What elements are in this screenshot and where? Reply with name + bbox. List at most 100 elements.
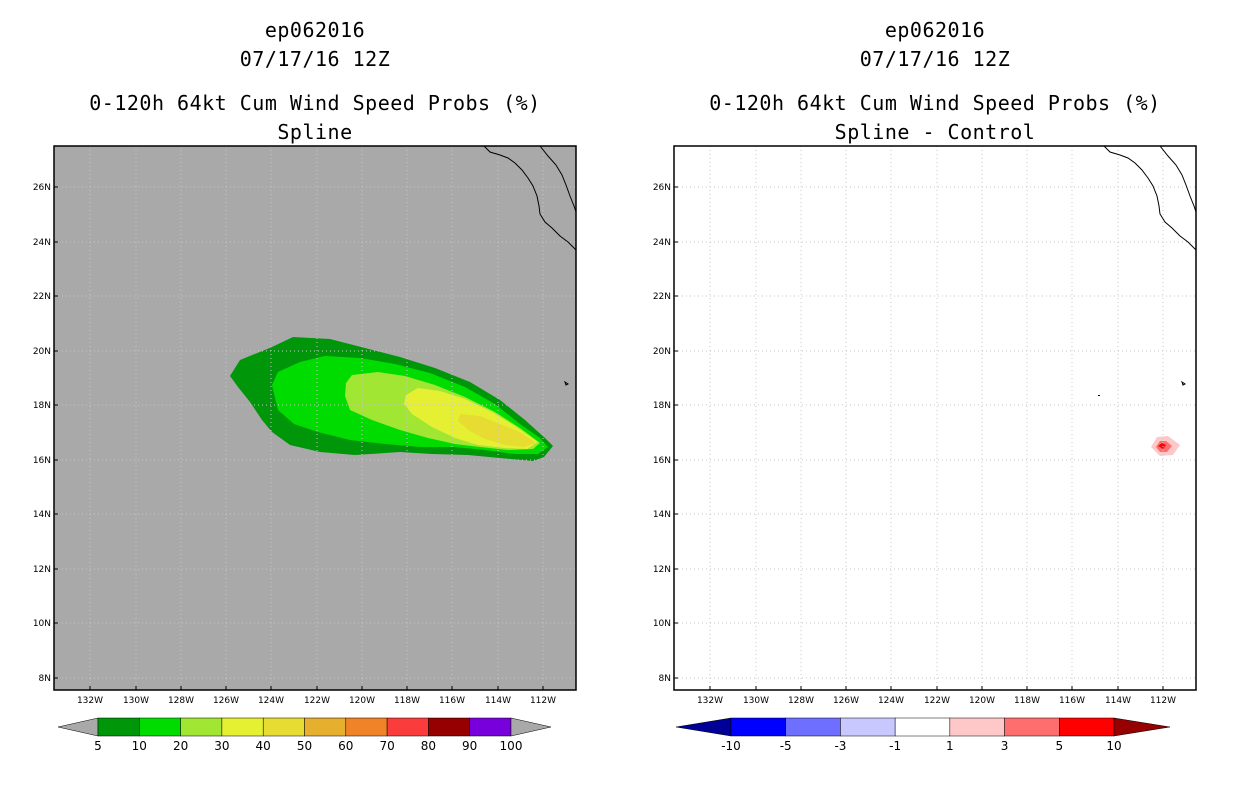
left-colorbar-swatch [386,717,429,737]
left-lat-axis: 26N 24N 22N 20N 18N 16N 14N 12N 10N 8N [33,183,51,684]
left-colorbar-swatch [221,717,264,737]
left-colorbar-labels: 5 10 20 30 40 50 60 70 80 90 100 [94,739,522,753]
right-map-background [674,146,1196,690]
left-coastline-mainland [539,146,576,213]
left-lon-axis: 132W 130W 128W 126W 124W 122W 120W 118W 116W 114W… [77,696,556,706]
right-coastline-mainland [1159,146,1196,213]
right-subtitle: Spline - Control [834,120,1036,144]
right-lon-label: 126W [833,696,859,706]
left-lon-label: 120W [349,696,375,706]
left-lon-label: 130W [123,696,149,706]
right-colorbar-swatch [840,717,896,737]
right-lon-label: 128W [788,696,814,706]
left-lat-label: 10N [33,619,51,629]
left-colorbar-swatch [97,717,140,737]
left-colorbar-label: 60 [338,739,353,753]
left-lon-label: 128W [168,696,194,706]
right-speck [1098,395,1100,396]
right-lon-label: 132W [697,696,723,706]
left-island [564,380,569,386]
left-lon-label: 124W [258,696,284,706]
right-lon-label: 120W [969,696,995,706]
right-lon-label: 116W [1059,696,1085,706]
right-lon-label: 130W [743,696,769,706]
left-coastline [483,146,576,251]
left-colorbar-label: 30 [214,739,229,753]
left-map: 26N 24N 22N 20N 18N 16N 14N 12N 10N 8N 132W 130W 12… [33,145,577,706]
left-colorbar-label: 20 [173,739,188,753]
left-datetime: 07/17/16 12Z [239,47,391,71]
right-grid [674,146,1196,690]
left-lon-label: 116W [439,696,465,706]
right-coastline [1103,146,1196,251]
right-lat-axis: 26N 24N 22N 20N 18N 16N 14N 12N 10N 8N [653,183,671,684]
left-colorbar-swatch [469,717,512,737]
left-colorbar-swatches [97,717,512,737]
right-colorbar: -10 -5 -3 -1 1 3 5 10 [675,717,1171,753]
left-storm-id: ep062016 [264,18,366,42]
right-lon-label: 112W [1150,696,1176,706]
left-lon-label: 112W [530,696,556,706]
left-colorbar-swatch [428,717,470,737]
right-lat-label: 20N [653,347,671,357]
right-product-title: 0-120h 64kt Cum Wind Speed Probs (%) [709,91,1161,115]
right-lon-label: 124W [878,696,904,706]
right-colorbar-swatch [949,717,1005,737]
left-colorbar-label: 80 [421,739,436,753]
right-colorbar-label: -10 [721,739,741,753]
right-colorbar-swatch [730,717,786,737]
left-lat-label: 22N [33,292,51,302]
right-colorbar-label: 5 [1055,739,1063,753]
right-storm-id: ep062016 [884,18,986,42]
left-product-title: 0-120h 64kt Cum Wind Speed Probs (%) [89,91,541,115]
right-lat-label: 14N [653,510,671,520]
right-colorbar-label: 10 [1106,739,1121,753]
right-lon-label: 122W [924,696,950,706]
left-colorbar-swatch [139,717,181,737]
right-lat-label: 24N [653,238,671,248]
right-colorbar-swatch [1059,717,1115,737]
left-colorbar-label: 50 [297,739,312,753]
left-lat-label: 18N [33,401,51,411]
right-colorbar-swatches [675,717,1171,737]
right-lat-label: 10N [653,619,671,629]
left-lat-label: 12N [33,565,51,575]
right-lat-label: 16N [653,456,671,466]
diff-contour-5 [1158,443,1166,449]
left-subtitle: Spline [277,120,353,144]
right-colorbar-label: -1 [889,739,901,753]
right-map: 26N 24N 22N 20N 18N 16N 14N 12N 10N 8N 132W 130W 12… [653,145,1197,706]
left-colorbar-swatch [345,717,388,737]
left-lat-label: 20N [33,347,51,357]
left-colorbar-label: 40 [256,739,271,753]
left-grid [54,146,576,690]
right-lon-axis: 132W 130W 128W 126W 124W 122W 120W 118W 116W 114W… [697,696,1176,706]
right-colorbar-labels: -10 -5 -3 -1 1 3 5 10 [721,739,1121,753]
left-lon-label: 114W [485,696,511,706]
left-lat-label: 14N [33,510,51,520]
right-colorbar-label: 1 [946,739,954,753]
left-colorbar-label: 5 [94,739,102,753]
right-colorbar-high-arrow [1113,717,1171,737]
right-colorbar-low-arrow [675,717,732,737]
prob-contour-40 [458,414,536,447]
left-lat-label: 26N [33,183,51,193]
right-lat-label: 22N [653,292,671,302]
left-lon-label: 122W [304,696,330,706]
right-lat-label: 18N [653,401,671,411]
left-lon-label: 118W [394,696,420,706]
right-colorbar-swatch [894,717,951,737]
left-lat-label: 16N [33,456,51,466]
right-island [1181,380,1186,386]
left-lon-label: 126W [213,696,239,706]
left-lat-label: 8N [39,674,51,684]
left-colorbar-low-arrow [57,717,99,737]
right-colorbar-swatch [785,717,841,737]
left-colorbar-swatch [180,717,223,737]
right-colorbar-label: -3 [834,739,846,753]
left-colorbar-swatch [262,717,305,737]
right-colorbar-label: -5 [780,739,792,753]
right-lat-label: 12N [653,565,671,575]
right-colorbar-label: 3 [1001,739,1009,753]
left-lon-label: 132W [77,696,103,706]
